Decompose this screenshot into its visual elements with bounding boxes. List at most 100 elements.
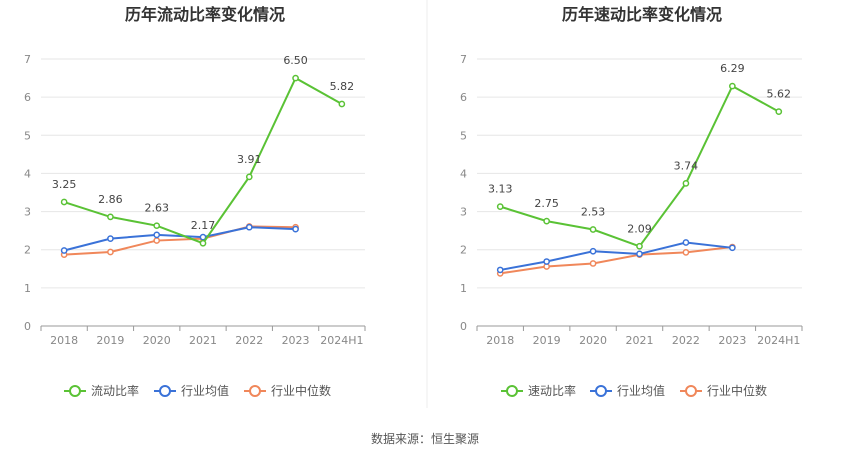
x-tick-label: 2018 [486,334,514,347]
series-line-avg [500,241,733,271]
data-point-main [199,239,207,247]
legend-marker-icon [249,385,261,397]
y-tick-label: 1 [460,282,467,295]
y-tick-label: 6 [460,91,467,104]
data-point-main [775,108,783,115]
x-tick-label: 2022 [235,334,263,347]
chart-title: 历年流动比率变化情况 [125,5,285,24]
chart-title: 历年速动比率变化情况 [562,5,722,24]
data-point-main [589,226,597,233]
data-source: 数据来源：恒生聚源 [0,430,850,447]
data-point-main [153,222,161,230]
y-tick-label: 7 [460,53,467,66]
y-tick-label: 2 [460,244,467,257]
y-tick-label: 3 [24,206,31,219]
y-tick-label: 4 [24,167,31,180]
data-point-main [60,198,68,206]
data-point-avg [729,244,736,252]
data-point-main [636,242,643,250]
data-label: 6.50 [283,54,308,67]
y-tick-label: 2 [24,244,31,257]
data-point-main [107,213,114,221]
data-point-avg [636,250,643,258]
data-label: 3.74 [674,159,699,172]
x-tick-label: 2023 [282,334,310,347]
data-label: 2.09 [627,222,652,235]
data-label: 5.62 [767,88,792,101]
legend-item-avg: 行业均值 [154,383,229,398]
data-point-median [589,260,597,267]
data-label: 3.91 [237,153,262,166]
data-point-avg [245,223,253,231]
data-point-median [107,248,114,256]
x-tick-label: 2020 [143,334,171,347]
data-point-avg [543,258,550,265]
data-label: 2.75 [534,197,559,210]
legend-label: 行业均值 [617,383,665,398]
y-tick-label: 5 [24,129,31,142]
chart-panel-2: 历年速动比率变化情况 0 1 2 3 4 5 6 7 2018 2019 2020 2021 2022 20… [460,5,803,398]
data-label: 6.29 [720,62,745,75]
y-tick-label: 3 [460,206,467,219]
legend-label: 行业均值 [181,383,229,398]
data-point-avg [589,247,597,255]
legend-marker-icon [159,385,171,397]
data-label: 3.25 [52,178,77,191]
x-tick-label: 2019 [96,334,124,347]
x-tick-label: 2020 [579,334,607,347]
x-tick-label: 2018 [50,334,78,347]
x-tick-label: 2019 [533,334,561,347]
legend-marker-icon [69,385,81,397]
legend-label: 流动比率 [91,383,139,398]
legend-marker-icon [685,385,697,397]
data-point-main [543,217,550,225]
y-tick-label: 0 [24,320,31,333]
x-tick-label: 2023 [718,334,746,347]
y-tick-label: 5 [460,129,467,142]
data-point-main [682,179,690,187]
data-point-main [338,100,346,108]
series-line-median [64,225,296,256]
y-tick-label: 1 [24,282,31,295]
series-line-avg [63,226,296,252]
data-label: 2.86 [98,193,123,206]
data-point-avg [682,239,690,246]
chart-panel-1: 历年流动比率变化情况 0 1 2 3 4 5 6 7 2018 2019 2020 2021 2022 20… [24,5,366,398]
data-point-main [292,74,299,82]
data-point-avg [60,247,68,254]
data-label: 2.53 [581,205,606,218]
data-label: 2.63 [144,202,169,215]
y-tick-label: 7 [24,53,31,66]
legend-item-avg: 行业均值 [590,383,665,398]
x-tick-label: 2021 [189,334,217,347]
legend-marker-icon [595,385,607,397]
data-point-main [245,173,253,181]
data-point-avg [199,233,207,241]
x-tick-label: 2024H1 [320,334,363,347]
legend-item-median: 行业中位数 [244,383,331,398]
y-tick-label: 0 [460,320,467,333]
source-prefix: 数据来源： [370,432,431,446]
source-name: 恒生聚源 [431,432,480,446]
x-tick-label: 2024H1 [757,334,800,347]
data-label: 2.17 [191,219,216,232]
legend-item-main: 流动比率 [64,383,139,398]
data-point-median [682,249,690,256]
data-label: 5.82 [330,80,355,93]
data-point-avg [292,225,299,233]
legend-label: 速动比率 [528,383,576,398]
x-tick-label: 2022 [672,334,700,347]
data-point-avg [107,235,114,243]
y-tick-label: 4 [460,167,467,180]
data-point-main [729,82,736,90]
data-point-median [153,237,161,244]
y-tick-label: 6 [24,91,31,104]
data-label: 3.13 [488,183,513,196]
legend-item-median: 行业中位数 [680,383,767,398]
series-line-median [500,246,733,275]
legend-marker-icon [506,385,518,397]
data-point-main [496,203,504,210]
data-point-avg [153,231,161,239]
legend-item-main: 速动比率 [501,383,576,398]
